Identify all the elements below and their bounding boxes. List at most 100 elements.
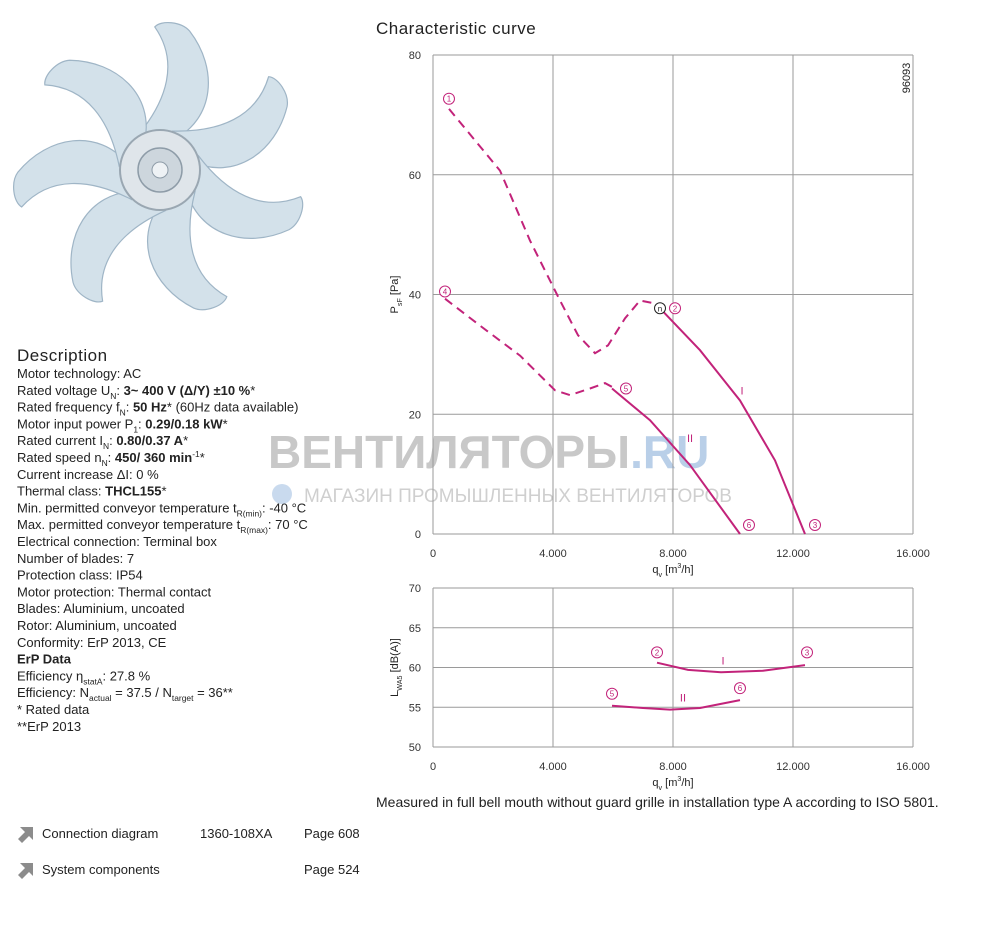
description-line: Rated speed nN: 450/ 360 min-1* bbox=[17, 449, 205, 468]
fan-hub-center bbox=[151, 161, 169, 179]
curve-marker-label: 2 bbox=[673, 304, 678, 313]
text-run: q bbox=[652, 777, 658, 789]
chart-code: 96093 bbox=[901, 63, 913, 94]
subscript: R(min) bbox=[237, 508, 262, 518]
text-run: Max. permitted conveyor temperature t bbox=[17, 517, 241, 532]
curve-marker-label: 3 bbox=[805, 648, 810, 657]
link-icon bbox=[18, 827, 33, 843]
text-run: Motor protection: Thermal contact bbox=[17, 584, 212, 599]
subscript: sF bbox=[396, 298, 404, 307]
curve-marker bbox=[442, 92, 455, 105]
bold-run: 50 Hz bbox=[133, 400, 167, 415]
x-tick-label: 0 bbox=[430, 761, 436, 773]
description-line: Thermal class: THCL155* bbox=[17, 484, 167, 499]
x-tick-label: 8.000 bbox=[659, 548, 687, 560]
bold-run: ErP Data bbox=[17, 652, 72, 667]
fan-blade bbox=[185, 154, 304, 239]
description-line: Number of blades: 7 bbox=[17, 551, 134, 566]
watermark-domain: .RU bbox=[630, 426, 709, 478]
fan-blade bbox=[44, 59, 147, 168]
text-run: : -40 °C bbox=[262, 500, 306, 515]
text-run: **ErP 2013 bbox=[17, 719, 81, 734]
curve-label: I bbox=[740, 385, 743, 397]
text-run: Thermal class: bbox=[17, 484, 105, 499]
text-run: Motor technology: AC bbox=[17, 366, 141, 381]
x-tick-label: 8.000 bbox=[659, 761, 687, 773]
curve bbox=[656, 661, 806, 674]
text-run: Rated voltage U bbox=[17, 383, 110, 398]
y-axis-label: PsF [Pa] bbox=[389, 276, 404, 314]
curve-marker-label: 1 bbox=[447, 95, 452, 104]
fan-blade bbox=[136, 22, 209, 141]
y-tick-label: 40 bbox=[409, 290, 421, 302]
y-tick-label: 60 bbox=[409, 170, 421, 182]
curve-marker bbox=[808, 519, 821, 532]
curve-marker bbox=[801, 646, 814, 659]
curve bbox=[611, 699, 741, 711]
text-run: Blades: Aluminium, uncoated bbox=[17, 601, 185, 616]
curve-title: Characteristic curve bbox=[376, 19, 536, 38]
curve-marker-label: 6 bbox=[738, 684, 743, 693]
description-line: Efficiency ηstatA: 27.8 % bbox=[17, 668, 151, 686]
description-line: Protection class: IP54 bbox=[17, 568, 143, 583]
superscript: -1 bbox=[192, 449, 200, 459]
x-tick-label: 12.000 bbox=[776, 548, 810, 560]
text-run: * Rated data bbox=[17, 702, 90, 717]
x-tick-label: 4.000 bbox=[539, 548, 567, 560]
link-text[interactable]: System components bbox=[42, 862, 160, 877]
curve bbox=[611, 387, 741, 535]
x-tick-label: 16.000 bbox=[896, 761, 930, 773]
text-run: Current increase ΔI: 0 % bbox=[17, 467, 159, 482]
curve-marker bbox=[669, 302, 682, 315]
text-run: * bbox=[162, 484, 167, 499]
y-tick-label: 55 bbox=[409, 702, 421, 714]
x-axis-label: qv [m3/h] bbox=[652, 775, 693, 792]
y-tick-label: 80 bbox=[409, 50, 421, 62]
bold-run: 3~ 400 V (Δ/Y) ±10 % bbox=[124, 383, 251, 398]
fan-image bbox=[13, 22, 304, 311]
watermark-subtitle: МАГАЗИН ПРОМЫШЛЕННЫХ ВЕНТИЛЯТОРОВ bbox=[304, 486, 732, 507]
description-line: Rated voltage UN: 3~ 400 V (Δ/Y) ±10 %* bbox=[17, 383, 255, 401]
text-run: : bbox=[126, 400, 133, 415]
text-run: /h] bbox=[681, 777, 693, 789]
curve-marker-label: 5 bbox=[624, 385, 629, 394]
curve-label: II bbox=[687, 433, 693, 445]
link-text[interactable]: Connection diagram bbox=[42, 826, 158, 841]
description-line: Min. permitted conveyor temperature tR(m… bbox=[17, 500, 306, 518]
text-run: * (60Hz data available) bbox=[167, 400, 299, 415]
link-text: Page 608 bbox=[304, 826, 360, 841]
description-line: Rated frequency fN: 50 Hz* (60Hz data av… bbox=[17, 400, 298, 418]
text-run: [m bbox=[662, 777, 677, 789]
y-tick-label: 60 bbox=[409, 663, 421, 675]
watermark-name: ВЕНТИЛЯТОРЫ bbox=[268, 426, 630, 478]
description-line: ErP Data bbox=[17, 652, 72, 667]
watermark: ВЕНТИЛЯТОРЫ.RU МАГАЗИН ПРОМЫШЛЕННЫХ ВЕНТ… bbox=[268, 426, 732, 507]
text-run: : bbox=[116, 383, 123, 398]
text-run: * bbox=[223, 416, 228, 431]
curve bbox=[448, 108, 656, 355]
text-run: Conformity: ErP 2013, CE bbox=[17, 635, 167, 650]
x-tick-label: 4.000 bbox=[539, 761, 567, 773]
curve-label: I bbox=[721, 655, 724, 667]
description-line: Current increase ΔI: 0 % bbox=[17, 467, 159, 482]
description-line: Efficiency: Nactual = 37.5 / Ntarget = 3… bbox=[17, 685, 233, 703]
text-run: * bbox=[200, 450, 205, 465]
curve-marker-label: 5 bbox=[610, 690, 615, 699]
curve-marker bbox=[606, 687, 619, 700]
curve-marker bbox=[742, 519, 755, 532]
description-line: Motor input power P1: 0.29/0.18 kW* bbox=[17, 416, 228, 434]
subscript: v bbox=[659, 784, 663, 792]
text-run: Rotor: Aluminium, uncoated bbox=[17, 618, 177, 633]
description-line: **ErP 2013 bbox=[17, 719, 81, 734]
x-tick-label: 0 bbox=[430, 548, 436, 560]
bold-run: 0.80/0.37 A bbox=[116, 433, 183, 448]
fan-blade bbox=[147, 190, 228, 311]
curve-marker-label: n bbox=[658, 304, 662, 313]
curve-marker-label: 6 bbox=[747, 521, 752, 530]
text-run: /h] bbox=[681, 564, 693, 576]
link-icon bbox=[18, 863, 33, 879]
subscript: statA bbox=[83, 676, 103, 686]
y-tick-label: 20 bbox=[409, 409, 421, 421]
